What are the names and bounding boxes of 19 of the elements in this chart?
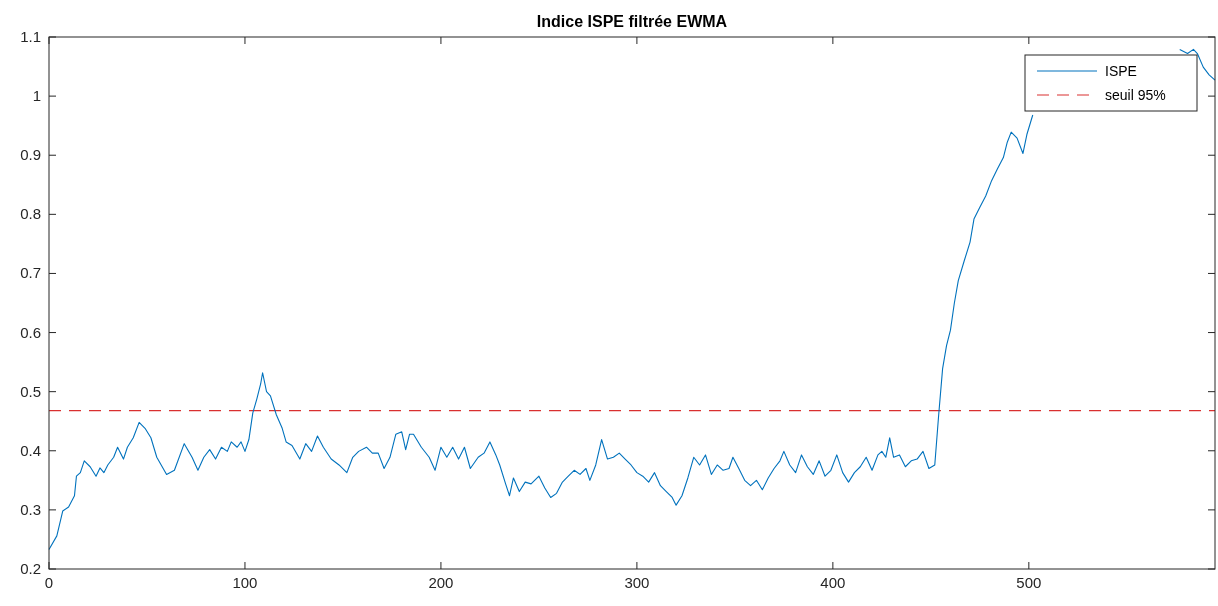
- y-tick-label: 1.1: [20, 28, 41, 45]
- y-tick-label: 0.9: [20, 146, 41, 164]
- y-tick-label: 0.4: [20, 441, 41, 459]
- x-tick-label: 100: [232, 574, 258, 591]
- x-tick-label: 300: [624, 574, 650, 591]
- y-tick-label: 0.5: [20, 382, 41, 400]
- x-tick-label: 0: [44, 574, 54, 591]
- legend-label: ISPE: [1105, 63, 1137, 79]
- legend-label: seuil 95%: [1105, 87, 1166, 103]
- y-tick-label: 1: [32, 87, 41, 105]
- x-tick-label: 400: [820, 574, 846, 591]
- x-tick-label: 500: [1016, 574, 1042, 591]
- y-tick-label: 0.7: [20, 264, 41, 282]
- y-tick-label: 0.8: [20, 205, 41, 223]
- x-tick-label: 200: [428, 574, 454, 591]
- chart-title: Indice ISPE filtrée EWMA: [536, 13, 728, 30]
- y-tick-label: 0.3: [20, 500, 41, 518]
- y-tick-label: 0.6: [20, 323, 41, 341]
- y-tick-label: 0.2: [20, 560, 41, 577]
